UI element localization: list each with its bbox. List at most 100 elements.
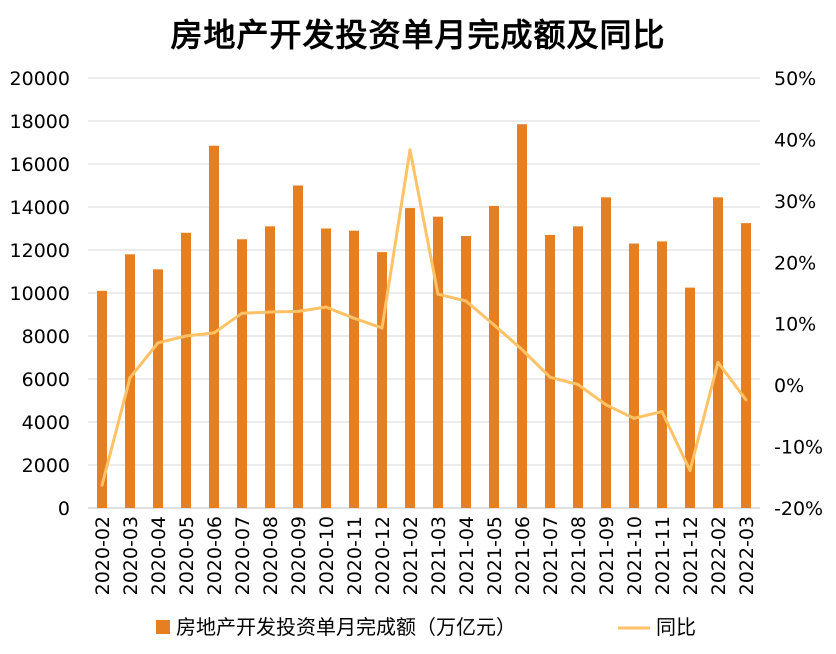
bar — [209, 145, 219, 508]
x-tick-label: 2020-09 — [288, 516, 310, 595]
yoy-point — [464, 299, 468, 303]
left-tick-label: 10000 — [10, 283, 70, 305]
bar — [741, 223, 751, 508]
bar-series — [97, 124, 751, 509]
bar — [265, 226, 275, 508]
x-tick-label: 2020-11 — [344, 516, 366, 595]
x-tick-label: 2022-03 — [736, 516, 758, 595]
x-tick-label: 2021-07 — [540, 516, 562, 595]
left-tick-label: 8000 — [22, 326, 70, 348]
left-tick-label: 2000 — [22, 455, 70, 477]
x-tick-label: 2020-03 — [120, 516, 142, 595]
yoy-point — [268, 310, 272, 314]
left-tick-label: 16000 — [10, 154, 70, 176]
left-tick-label: 12000 — [10, 240, 70, 262]
yoy-point — [380, 326, 384, 330]
left-tick-label: 18000 — [10, 111, 70, 133]
bar — [685, 287, 695, 508]
x-tick-label: 2020-02 — [92, 516, 114, 595]
left-tick-label: 0 — [58, 498, 70, 520]
right-tick-label: -20% — [774, 498, 823, 520]
x-tick-label: 2020-06 — [204, 516, 226, 595]
yoy-point — [156, 341, 160, 345]
bar — [573, 226, 583, 508]
right-tick-label: 40% — [774, 129, 816, 151]
x-tick-label: 2021-03 — [428, 516, 450, 595]
x-tick-label: 2021-08 — [568, 516, 590, 595]
bar — [629, 243, 639, 509]
bar — [545, 234, 555, 508]
legend-line-label: 同比 — [656, 615, 696, 639]
x-tick-label: 2021-02 — [400, 516, 422, 595]
x-tick-label: 2021-05 — [484, 516, 506, 595]
yoy-point — [436, 292, 440, 296]
right-tick-label: 20% — [774, 252, 816, 274]
bar — [181, 232, 191, 509]
yoy-point — [660, 410, 664, 414]
bar — [433, 216, 443, 509]
legend-bar-swatch — [156, 620, 170, 634]
bar — [293, 185, 303, 508]
bar — [713, 197, 723, 508]
bar — [601, 197, 611, 508]
x-tick-label: 2021-10 — [624, 516, 646, 595]
yoy-line — [100, 148, 748, 486]
line-series — [100, 148, 748, 487]
x-tick-label: 2021-09 — [596, 516, 618, 595]
yoy-point — [744, 398, 748, 402]
gridlines — [88, 77, 760, 509]
x-tick-label: 2020-07 — [232, 516, 254, 595]
left-tick-label: 4000 — [22, 412, 70, 434]
yoy-point — [324, 305, 328, 309]
yoy-point — [716, 360, 720, 364]
left-tick-label: 14000 — [10, 197, 70, 219]
bar — [377, 252, 387, 508]
right-tick-label: 30% — [774, 191, 816, 213]
right-tick-label: 0% — [774, 375, 804, 397]
bar — [321, 228, 331, 508]
x-tick-label: 2021-06 — [512, 516, 534, 595]
x-tick-label: 2021-12 — [680, 516, 702, 595]
left-y-axis: 0 2000 4000 6000 8000 10000 12000 14000 16000 180… — [10, 68, 70, 520]
x-tick-label: 2020-05 — [176, 516, 198, 595]
bar — [489, 205, 499, 509]
x-axis: 2020-02 2020-03 2020-04 2020-05 2020-06 2020-… — [92, 516, 758, 595]
x-tick-label: 2020-10 — [316, 516, 338, 595]
bar — [517, 124, 527, 508]
yoy-point — [100, 483, 104, 487]
yoy-point — [212, 331, 216, 335]
left-tick-label: 6000 — [22, 369, 70, 391]
legend: 房地产开发投资单月完成额（万亿元） 同比 — [156, 615, 696, 639]
yoy-point — [184, 334, 188, 338]
right-tick-label: 50% — [774, 68, 816, 90]
legend-bar-label: 房地产开发投资单月完成额（万亿元） — [176, 615, 516, 639]
bar — [237, 239, 247, 508]
x-tick-label: 2020-12 — [372, 516, 394, 595]
bar — [657, 241, 667, 508]
x-tick-label: 2020-08 — [260, 516, 282, 595]
right-tick-label: 10% — [774, 314, 816, 336]
yoy-point — [408, 148, 412, 152]
yoy-point — [548, 375, 552, 379]
x-tick-label: 2020-04 — [148, 516, 170, 595]
bar — [97, 290, 107, 508]
x-tick-label: 2021-04 — [456, 516, 478, 595]
yoy-point — [576, 383, 580, 387]
bar — [349, 230, 359, 508]
x-tick-label: 2022-02 — [708, 516, 730, 595]
yoy-point — [604, 403, 608, 407]
right-tick-label: -10% — [774, 437, 823, 459]
left-tick-label: 20000 — [10, 68, 70, 90]
right-y-axis: -20% -10% 0% 10% 20% 30% 40% 50% — [774, 68, 823, 520]
yoy-point — [352, 316, 356, 320]
yoy-point — [520, 348, 524, 352]
chart-title: 房地产开发投资单月完成额及同比 — [170, 16, 666, 54]
yoy-point — [632, 416, 636, 420]
bar — [153, 269, 163, 508]
bar — [461, 236, 471, 508]
bar — [405, 208, 415, 508]
x-tick-label: 2021-11 — [652, 516, 674, 595]
yoy-point — [688, 469, 692, 473]
